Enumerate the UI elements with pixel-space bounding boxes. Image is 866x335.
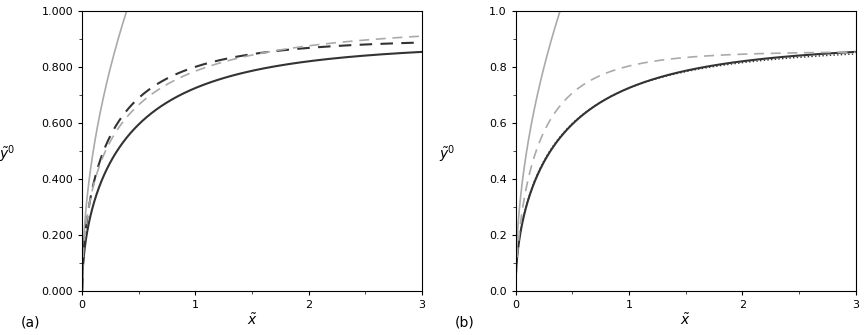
Y-axis label: $\tilde{y}^0$: $\tilde{y}^0$ <box>0 143 16 165</box>
X-axis label: $\tilde{x}$: $\tilde{x}$ <box>680 313 691 328</box>
X-axis label: $\tilde{x}$: $\tilde{x}$ <box>247 313 257 328</box>
Y-axis label: $\tilde{y}^0$: $\tilde{y}^0$ <box>439 143 456 165</box>
Text: (b): (b) <box>455 316 474 330</box>
Text: (a): (a) <box>21 316 41 330</box>
